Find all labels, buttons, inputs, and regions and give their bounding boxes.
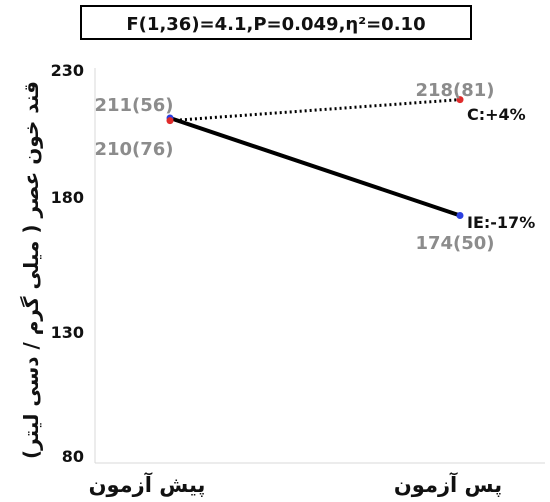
series-line-c: [169, 98, 461, 123]
y-tick-label-80: 80: [62, 447, 84, 466]
y-tick-labels: 230 180 130 80: [51, 61, 84, 466]
chart-title: F(1,36)=4.1,P=0.049,η²=0.10: [126, 14, 425, 35]
x-category-label-post: پس آزمون: [394, 472, 502, 497]
data-point-c-post: [456, 96, 464, 104]
y-tick-label-130: 130: [51, 323, 84, 342]
series-end-label-ie: IE:-17%: [467, 213, 535, 232]
series-end-label-c: C:+4%: [467, 105, 526, 124]
data-label-ie-post: 174(50): [415, 233, 494, 254]
y-tick-label-180: 180: [51, 188, 84, 207]
data-label-ie-pre: 211(56): [94, 95, 173, 116]
data-label-c-post: 218(81): [415, 80, 494, 101]
series-line-ie: [168, 116, 462, 218]
data-label-c-pre: 210(76): [94, 139, 173, 160]
y-tick-label-230: 230: [51, 61, 84, 80]
y-axis-title: قند خون عصر ( میلی گرم / دسی لیتر): [19, 81, 43, 459]
stats-title-frame: [80, 5, 472, 40]
x-category-label-pre: پیش آزمون: [89, 472, 206, 497]
data-point-ie-post: [456, 211, 464, 219]
data-point-c-pre: [166, 117, 174, 125]
stats-title-box: F(1,36)=4.1,P=0.049,η²=0.10: [80, 5, 472, 40]
